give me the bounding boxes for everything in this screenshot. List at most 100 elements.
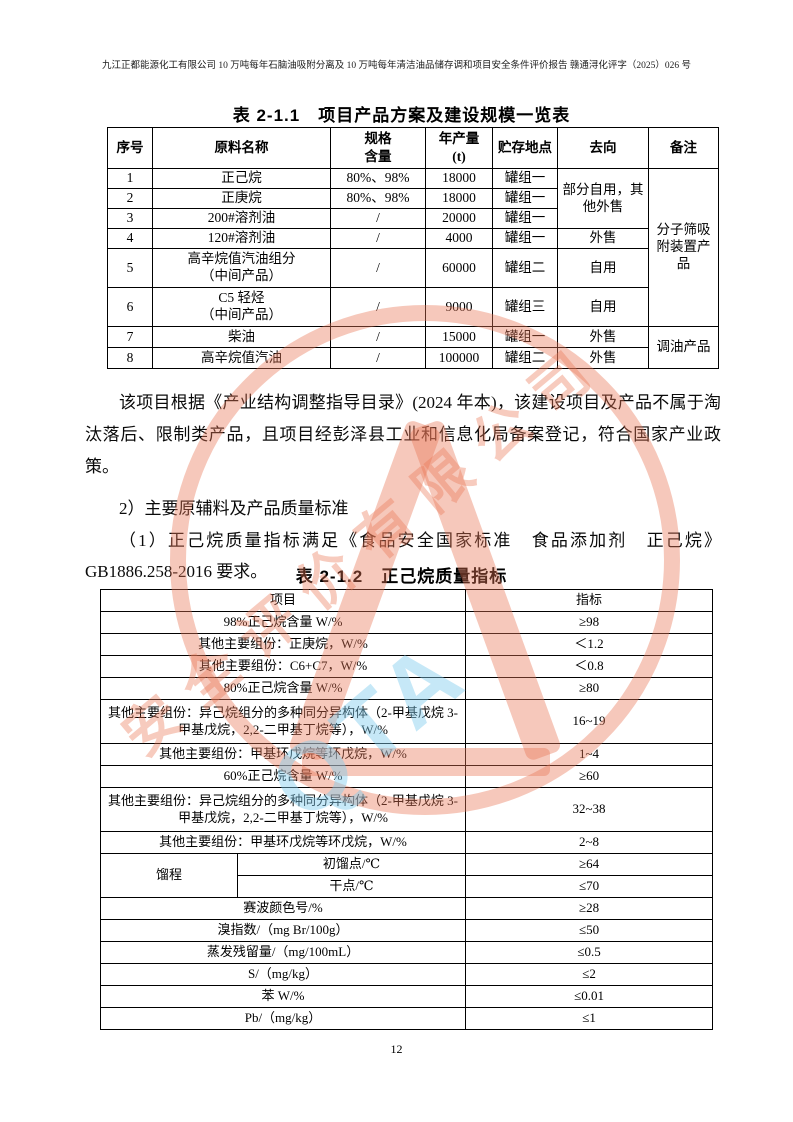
t1-header-storage: 贮存地点: [492, 127, 558, 169]
table-cell: 蒸发残留量/（mg/100mL）: [99, 941, 467, 964]
table-cell: 6: [107, 287, 153, 327]
table-cell: 其他主要组份：C6+C7，W/%: [99, 655, 467, 678]
table-cell: 其他主要组份：甲基环戊烷等环戊烷，W/%: [99, 831, 467, 854]
table-cell: 柴油: [152, 326, 331, 348]
table-cell: 2~8: [465, 831, 714, 854]
table-cell: 罐组一: [492, 208, 558, 229]
table-cell: 外售: [557, 228, 649, 249]
table-cell: /: [330, 326, 426, 348]
table-cell: 16~19: [465, 699, 714, 744]
t2-header-item: 项目: [99, 589, 467, 612]
table-cell: ＜1.2: [465, 633, 714, 656]
table-cell: 罐组三: [492, 287, 558, 327]
table-cell-distillation-label: 馏程: [100, 853, 238, 898]
table-cell: 其他主要组份：正庚烷，W/%: [99, 633, 467, 656]
table-row: 1 正己烷 80%、98% 18000 罐组一 部分自用，其他外售 分子筛吸附装…: [107, 168, 719, 327]
table-row: 其他主要组份：甲基环戊烷等环戊烷，W/% 1~4: [99, 743, 714, 766]
table-cell: 自用: [557, 287, 649, 327]
table-cell: Pb/（mg/kg）: [99, 1007, 467, 1030]
table-row: 其他主要组份：C6+C7，W/% ＜0.8: [99, 655, 714, 678]
table-row: 6 C5 轻烃 （中间产品） / 9000 罐组三 自用: [107, 287, 719, 327]
t1-header-note: 备注: [648, 127, 719, 169]
t1-header-direction: 去向: [557, 127, 649, 169]
table-cell: C5 轻烃 （中间产品）: [152, 287, 331, 327]
paragraph-section-heading: 2）主要原辅料及产品质量标准: [119, 499, 349, 518]
page-number: 12: [390, 1042, 403, 1056]
table-cell: 其他主要组份：异己烷组分的多种同分异构体（2-甲基戊烷 3-甲基戊烷，2,2-二…: [99, 699, 467, 744]
table-cell: 苯 W/%: [99, 985, 467, 1008]
table-row: 溴指数/（mg Br/100g） ≤50: [99, 919, 714, 942]
table-row: 8 高辛烷值汽油 / 100000 罐组二 外售: [107, 347, 719, 369]
doc-header: 九江正都能源化工有限公司 10 万吨每年石脑油吸附分离及 10 万吨每年清洁油品…: [101, 61, 691, 71]
table-cell: /: [330, 248, 426, 288]
table-cell: 罐组二: [492, 248, 558, 288]
table-row: 其他主要组份：异己烷组分的多种同分异构体（2-甲基戊烷 3-甲基戊烷，2,2-二…: [99, 699, 714, 744]
paragraph-policy: 该项目根据《产业结构调整指导目录》(2024 年本)，该建设项目及产品不属于淘汰…: [85, 393, 721, 476]
table-cell: 18000: [425, 168, 493, 189]
table-cell: /: [330, 347, 426, 369]
table-cell: 18000: [425, 188, 493, 209]
hexane-quality-table: 项目 指标 98%正己烷含量 W/% ≥98 其他主要组份：正庚烷，W/% ＜1…: [99, 589, 714, 1030]
table-cell: 高辛烷值汽油: [152, 347, 331, 369]
table-row: Pb/（mg/kg） ≤1: [99, 1007, 714, 1030]
table-row: 赛波颜色号/% ≥28: [99, 897, 714, 920]
table-cell: 外售: [557, 326, 649, 348]
table-cell: 高辛烷值汽油组分 （中间产品）: [152, 248, 331, 288]
table-cell: 7: [107, 326, 153, 348]
table-cell: ≤0.01: [465, 985, 714, 1008]
table-cell: 60%正己烷含量 W/%: [99, 765, 467, 788]
t2-header-index: 指标: [465, 589, 714, 612]
table-row: 60%正己烷含量 W/% ≥60: [99, 765, 714, 788]
table-cell: ≤1: [465, 1007, 714, 1030]
table-cell: ≥64: [465, 853, 714, 876]
table-header-row: 序号 原料名称 规格 含量 年产量 (t) 贮存地点 去向 备注: [107, 127, 719, 169]
table-cell: /: [330, 287, 426, 327]
table-cell-merged-note: 调油产品: [648, 326, 719, 369]
products-scale-table: 序号 原料名称 规格 含量 年产量 (t) 贮存地点 去向 备注 1 正己烷 8…: [107, 127, 719, 369]
table-cell: 自用: [557, 248, 649, 288]
table-cell: ≥98: [465, 611, 714, 634]
table-cell: 5: [107, 248, 153, 288]
table-cell: 其他主要组份：甲基环戊烷等环戊烷，W/%: [99, 743, 467, 766]
table-cell: 干点/℃: [236, 875, 467, 898]
table-header-row: 项目 指标: [99, 589, 714, 612]
table-cell: 15000: [425, 326, 493, 348]
table-cell: ＜0.8: [465, 655, 714, 678]
table-cell: 罐组一: [492, 326, 558, 348]
t1-header-no: 序号: [107, 127, 153, 169]
table-cell: 正己烷: [152, 168, 331, 189]
table-cell: ≥60: [465, 765, 714, 788]
table-cell: 罐组一: [492, 228, 558, 249]
table-cell: 8: [107, 347, 153, 369]
table-cell: 其他主要组份：异己烷组分的多种同分异构体（2-甲基戊烷 3-甲基戊烷，2,2-二…: [99, 787, 467, 832]
table-cell: 20000: [425, 208, 493, 229]
table-cell-merged-direction: 部分自用，其他外售: [557, 168, 649, 229]
table-cell: 200#溶剂油: [152, 208, 331, 229]
table-row: 其他主要组份：甲基环戊烷等环戊烷，W/% 2~8: [99, 831, 714, 854]
table-cell: 罐组一: [492, 188, 558, 209]
table-cell: ≤0.5: [465, 941, 714, 964]
table-cell: 溴指数/（mg Br/100g）: [99, 919, 467, 942]
table-cell: 4000: [425, 228, 493, 249]
table-cell: 80%、98%: [330, 188, 426, 209]
table-cell: 赛波颜色号/%: [99, 897, 467, 920]
table-cell: 4: [107, 228, 153, 249]
t1-header-name: 原料名称: [152, 127, 331, 169]
t1-header-output: 年产量 (t): [425, 127, 493, 169]
table-cell: ≤50: [465, 919, 714, 942]
table-row: 3 200#溶剂油 / 20000 罐组一: [107, 208, 719, 229]
table-row: 馏程 初馏点/℃ ≥64: [100, 853, 714, 898]
table-cell: 2: [107, 188, 153, 209]
table-cell: 120#溶剂油: [152, 228, 331, 249]
table-row: 98%正己烷含量 W/% ≥98: [99, 611, 714, 634]
table-row: 苯 W/% ≤0.01: [99, 985, 714, 1008]
table-cell: /: [330, 208, 426, 229]
table-row: S/（mg/kg） ≤2: [99, 963, 714, 986]
paragraph-standard: （1）正己烷质量指标满足《食品安全国家标准 食品添加剂 正己烷》GB1886.2…: [85, 531, 721, 581]
table-cell: ≤70: [465, 875, 714, 898]
table-cell: /: [330, 228, 426, 249]
table-cell: 100000: [425, 347, 493, 369]
table2-title: 表 2-1.2 正己烷质量指标: [295, 567, 508, 586]
table-row: 蒸发残留量/（mg/100mL） ≤0.5: [99, 941, 714, 964]
